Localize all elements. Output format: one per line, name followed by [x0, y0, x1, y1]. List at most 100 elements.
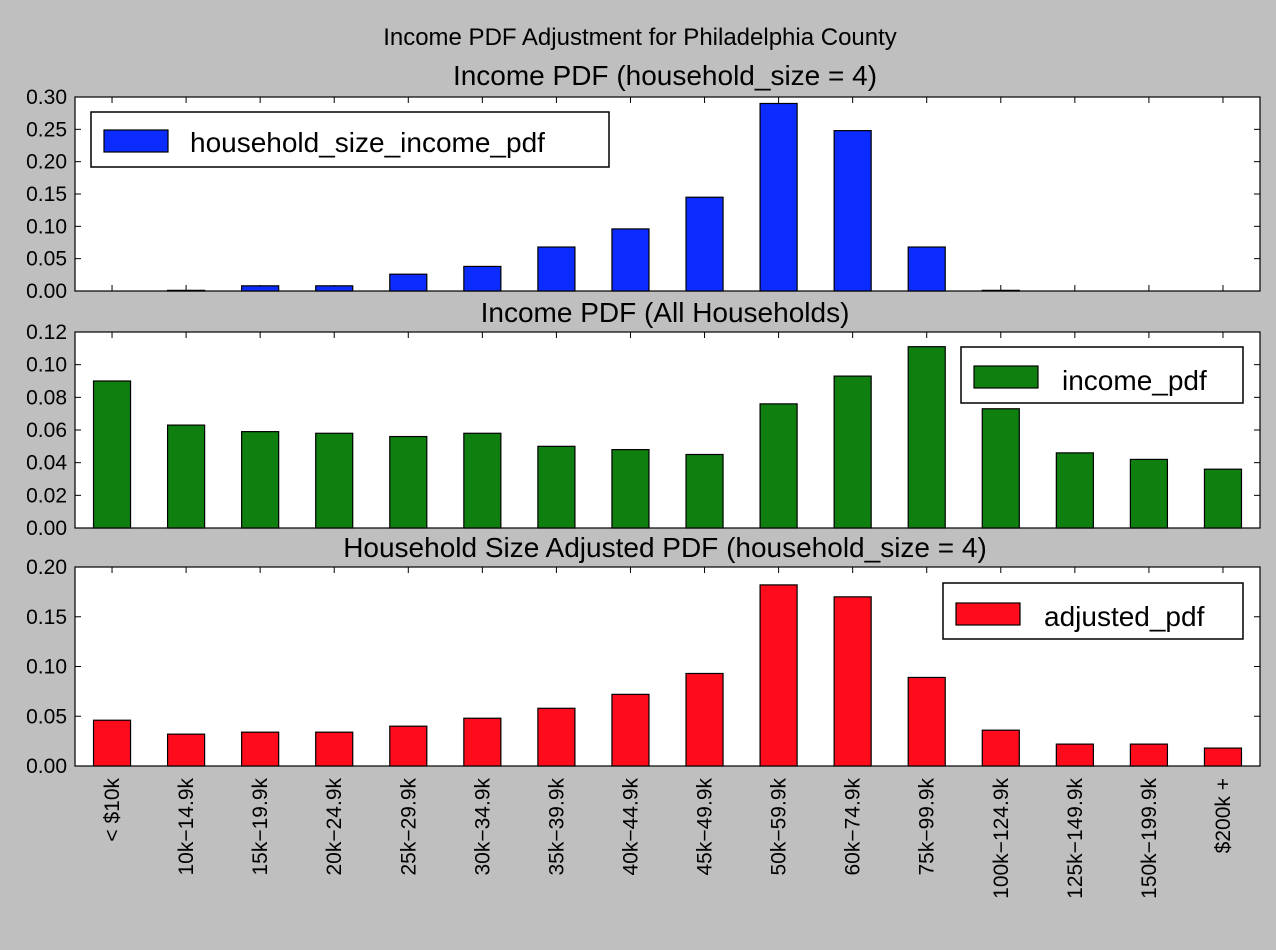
bar-2-14	[1129, 458, 1169, 529]
bar-3-0	[92, 719, 132, 767]
xtick-label: 100k−124.9k	[990, 778, 1013, 899]
panel-adjusted-pdf: Household Size Adjusted PDF (household_s…	[26, 532, 1261, 899]
bar-3-12	[981, 729, 1020, 767]
panel-1-legend-swatch	[103, 129, 169, 153]
ytick-label: 0.30	[26, 86, 67, 109]
bar-3-14	[1129, 743, 1169, 767]
bar-1-3	[315, 285, 354, 292]
xtick-label: 30k−34.9k	[471, 778, 494, 876]
panel-3-legend-swatch	[955, 602, 1021, 626]
ytick-label: 0.08	[26, 386, 67, 409]
xtick-label: 75k−99.9k	[916, 778, 939, 876]
panel-1-legend: household_size_income_pdf	[90, 111, 610, 168]
panel-3-bars	[92, 584, 1243, 767]
bar-3-10	[833, 596, 872, 767]
xtick-label: 35k−39.9k	[545, 778, 568, 876]
bar-3-11	[907, 676, 946, 767]
xtick-label: 15k−19.9k	[249, 778, 272, 876]
ytick-label: 0.10	[26, 656, 67, 679]
panel-2-legend-swatch	[973, 365, 1039, 389]
ytick-label: 0.05	[26, 705, 67, 728]
figure-suptitle: Income PDF Adjustment for Philadelphia C…	[383, 24, 897, 51]
ytick-label: 0.00	[26, 517, 67, 540]
ytick-label: 0.04	[26, 452, 67, 475]
bar-1-1	[166, 289, 206, 292]
ytick-label: 0.05	[26, 248, 67, 271]
bar-3-15	[1203, 747, 1243, 767]
bar-3-7	[611, 693, 650, 767]
xtick-label: 50k−59.9k	[768, 778, 791, 876]
panel-1-legend-label: household_size_income_pdf	[190, 127, 545, 158]
bar-2-5	[463, 432, 502, 529]
ytick-label: 0.15	[26, 606, 67, 629]
bar-1-2	[241, 285, 280, 292]
panel-3-xticks: < $10k 10k−14.9k 15k−19.9k 20k−24.9k 25k−29.…	[101, 778, 1235, 899]
ytick-label: 0.25	[26, 118, 67, 141]
bar-3-6	[537, 707, 576, 767]
ytick-label: 0.20	[26, 151, 67, 174]
bar-3-13	[1055, 743, 1094, 767]
xtick-label: 20k−24.9k	[323, 778, 346, 876]
panel-3-yticks: 0.00 0.05 0.10 0.15 0.20	[26, 556, 1260, 778]
bar-2-12	[981, 408, 1020, 529]
bar-2-11	[907, 346, 946, 529]
bar-3-9	[759, 584, 798, 767]
bar-2-2	[241, 431, 280, 529]
bar-1-11	[907, 246, 946, 292]
ytick-label: 0.20	[26, 556, 67, 579]
bar-3-5	[463, 717, 502, 767]
bar-2-13	[1055, 452, 1094, 529]
xtick-label: 60k−74.9k	[842, 778, 865, 876]
xtick-label: $200k +	[1212, 778, 1235, 853]
xtick-label: 40k−44.9k	[619, 778, 642, 876]
ytick-label: 0.02	[26, 484, 67, 507]
ytick-label: 0.00	[26, 280, 67, 303]
xtick-label: 45k−49.9k	[694, 778, 717, 876]
panel-1-title: Income PDF (household_size = 4)	[453, 60, 877, 91]
bar-2-3	[315, 432, 354, 529]
bar-2-0	[92, 380, 132, 529]
bar-1-6	[537, 246, 576, 292]
xtick-label: < $10k	[101, 778, 124, 842]
panel-2-legend: income_pdf	[960, 346, 1244, 404]
bar-1-4	[389, 273, 428, 292]
bar-2-8	[685, 453, 724, 529]
bar-3-1	[166, 733, 206, 767]
panel-household-size-pdf: Income PDF (household_size = 4) 0.00 0.05…	[26, 60, 1261, 303]
bar-2-7	[611, 449, 650, 529]
panel-3-title: Household Size Adjusted PDF (household_s…	[343, 532, 987, 563]
panel-1-bars	[166, 102, 1020, 292]
panel-1-legend-box	[90, 111, 610, 168]
xtick-label: 25k−29.9k	[397, 778, 420, 876]
bar-2-15	[1203, 468, 1243, 529]
bar-2-9	[759, 403, 798, 529]
panel-all-households-pdf: Income PDF (All Households) 0.00 0.02 0.04…	[26, 297, 1261, 540]
bar-1-9	[759, 102, 798, 292]
ytick-label: 0.10	[26, 354, 67, 377]
ytick-label: 0.00	[26, 755, 67, 778]
xtick-label: 125k−149.9k	[1064, 778, 1087, 899]
panel-2-yticks: 0.00 0.02 0.04 0.06 0.08 0.10 0.12	[26, 321, 1260, 540]
xtick-label: 150k−199.9k	[1138, 778, 1161, 899]
xtick-label: 10k−14.9k	[175, 778, 198, 876]
panel-2-legend-label: income_pdf	[1062, 365, 1207, 396]
ytick-label: 0.15	[26, 183, 67, 206]
panel-3-legend: adjusted_pdf	[942, 582, 1244, 640]
bar-3-3	[315, 731, 354, 767]
bar-2-1	[166, 424, 206, 529]
bar-2-6	[537, 445, 576, 529]
bar-1-12	[981, 289, 1020, 292]
panel-1-yticks: 0.00 0.05 0.10 0.15 0.20 0.25 0.30	[26, 86, 1260, 303]
bar-2-4	[389, 435, 428, 529]
bar-3-2	[241, 731, 280, 767]
panel-2-bars	[92, 346, 1243, 529]
panel-3-legend-label: adjusted_pdf	[1044, 601, 1205, 632]
ytick-label: 0.06	[26, 419, 67, 442]
bar-3-4	[389, 725, 428, 767]
bar-3-8	[685, 672, 724, 767]
panel-2-title: Income PDF (All Households)	[481, 297, 850, 328]
bar-1-10	[833, 130, 872, 292]
ytick-label: 0.10	[26, 215, 67, 238]
ytick-label: 0.12	[26, 321, 67, 344]
